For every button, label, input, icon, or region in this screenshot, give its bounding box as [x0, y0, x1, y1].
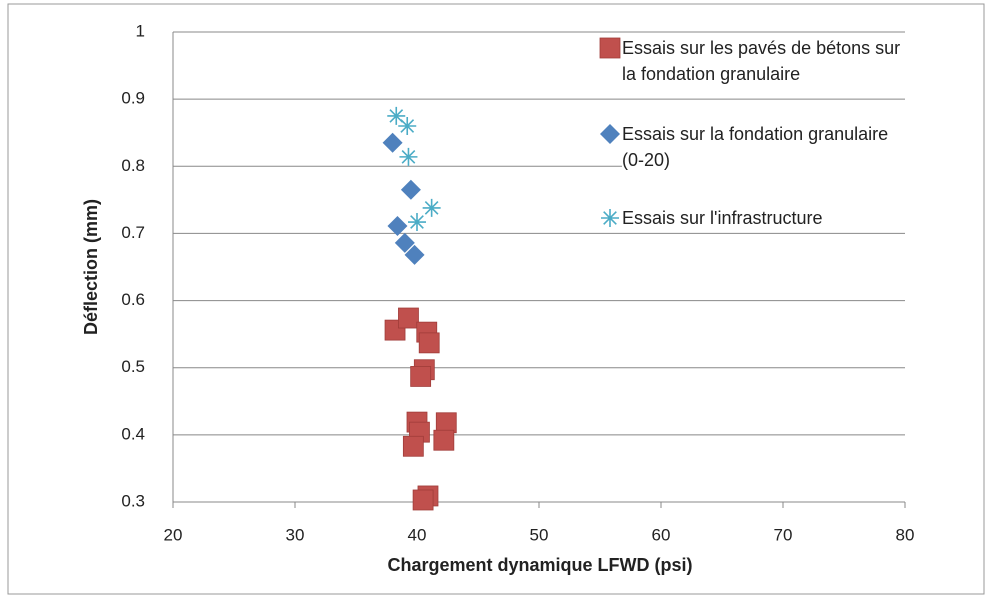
legend-label: Essais sur l'infrastructure [622, 205, 912, 231]
x-tick-label: 70 [774, 525, 793, 544]
point [400, 179, 421, 200]
point [394, 232, 415, 253]
legend-marker [600, 124, 620, 144]
point [387, 216, 408, 237]
point [422, 198, 441, 217]
legend-label: Essais sur les pavés de bétons sur la fo… [622, 35, 912, 87]
point [418, 332, 440, 354]
point [382, 132, 403, 153]
y-tick-label: 0.9 [121, 89, 145, 108]
x-tick-label: 60 [652, 525, 671, 544]
x-tick-label: 20 [164, 525, 183, 544]
point [404, 244, 425, 265]
x-tick-label: 30 [286, 525, 305, 544]
y-tick-label: 0.6 [121, 290, 145, 309]
x-axis-label: Chargement dynamique LFWD (psi) [387, 555, 692, 575]
y-tick-label: 0.4 [121, 424, 145, 443]
point [387, 106, 406, 125]
x-tick-label: 40 [408, 525, 427, 544]
point [410, 366, 432, 387]
legend-marker [599, 37, 621, 59]
y-tick-label: 0.8 [121, 156, 145, 175]
y-tick-label: 0.7 [121, 223, 145, 242]
y-tick-label: 1 [136, 21, 145, 40]
point [398, 117, 417, 135]
y-axis-label: Déflection (mm) [81, 199, 101, 335]
x-tick-label: 80 [896, 525, 915, 544]
x-tick-label: 50 [530, 525, 549, 544]
point [412, 489, 434, 511]
y-tick-label: 0.3 [121, 491, 145, 510]
point [398, 307, 419, 329]
point [399, 147, 418, 166]
y-tick-label: 0.5 [121, 357, 145, 376]
point [433, 429, 455, 451]
frame [7, 3, 985, 595]
point [402, 435, 424, 457]
legend-marker [601, 209, 619, 227]
legend-label: Essais sur la fondation granulaire (0-20… [622, 121, 912, 173]
point [408, 213, 426, 232]
